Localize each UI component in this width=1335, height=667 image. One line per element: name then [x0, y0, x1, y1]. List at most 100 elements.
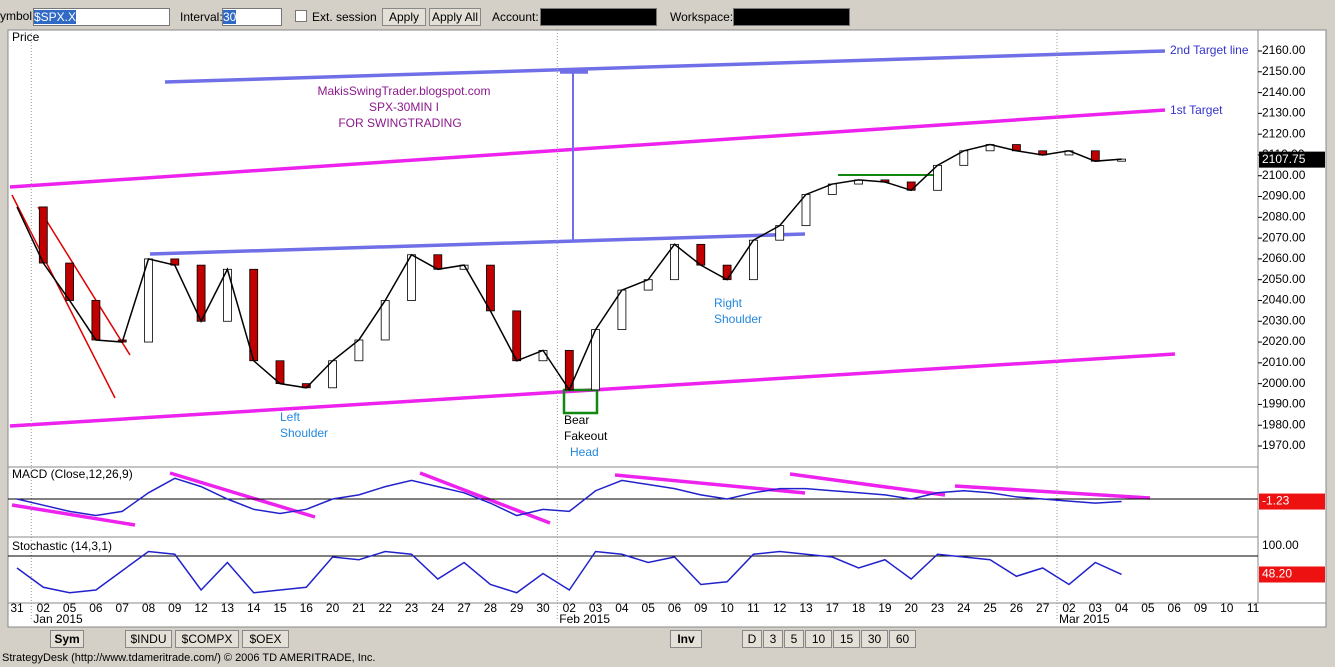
- stoch-line: [16, 550, 1122, 594]
- label: Interval:: [180, 10, 223, 24]
- workspace-input[interactable]: [733, 8, 850, 26]
- tab[interactable]: $INDU: [125, 630, 172, 648]
- annotation: Right: [714, 296, 743, 310]
- tab[interactable]: D: [742, 630, 762, 648]
- candle: [196, 264, 206, 322]
- tab[interactable]: 60: [889, 630, 916, 648]
- x-tick-label: 02: [563, 601, 577, 615]
- annotation: FOR SWINGTRADING: [338, 116, 461, 130]
- date-panel: [7, 602, 1327, 628]
- x-tick-label: 23: [405, 601, 419, 615]
- stoch-marker: [1259, 566, 1325, 583]
- macd-line: [16, 477, 1122, 517]
- x-tick-label: 20: [326, 601, 340, 615]
- x-tick-label: 18: [852, 601, 866, 615]
- interval-input[interactable]: 30: [222, 8, 282, 26]
- annotation: Left: [280, 410, 301, 424]
- x-tick-label: 14: [247, 601, 261, 615]
- x-tick-label: 04: [1115, 601, 1129, 615]
- chart: Price MACD (Close,12,26,9) Stochastic (1…: [7, 29, 1335, 628]
- x-tick-label: 27: [457, 601, 471, 615]
- x-tick-label: 24: [957, 601, 971, 615]
- x-tick-label: 28: [484, 601, 498, 615]
- x-tick-label: 23: [931, 601, 945, 615]
- y-tick-label: 2100.00: [1262, 168, 1306, 182]
- x-tick-label: 10: [1220, 601, 1234, 615]
- x-tick-label: 09: [1194, 601, 1208, 615]
- macd-value: -1.23: [1262, 494, 1290, 508]
- x-tick-label: 05: [642, 601, 656, 615]
- month-label: Jan 2015: [33, 612, 83, 626]
- account-input[interactable]: [540, 8, 657, 26]
- stoch-panel: [7, 536, 1259, 604]
- x-tick-label: 09: [694, 601, 708, 615]
- tab[interactable]: $OEX: [242, 630, 289, 648]
- tab[interactable]: 5: [784, 630, 804, 648]
- tab[interactable]: 10: [805, 630, 832, 648]
- x-tick-label: 02: [1062, 601, 1076, 615]
- interval: 30: [223, 10, 237, 24]
- candle: [670, 243, 679, 281]
- tab[interactable]: 30: [861, 630, 888, 648]
- panel-title: Stochastic (14,3,1): [12, 539, 112, 553]
- y-tick-label: 2080.00: [1262, 209, 1306, 223]
- x-tick-label: 10: [720, 601, 734, 615]
- candle: [801, 194, 811, 227]
- symbol-input[interactable]: $SPX.X: [33, 8, 170, 26]
- button[interactable]: Apply All: [429, 8, 481, 26]
- candle: [91, 300, 101, 341]
- annotation: Shoulder: [280, 426, 328, 440]
- tab[interactable]: Inv: [670, 630, 702, 648]
- tab-bar: Sym $INDU $COMPX $OEX Inv D 3 5 10 15 30…: [0, 628, 1335, 648]
- candle: [933, 164, 942, 191]
- checkbox[interactable]: [295, 10, 307, 22]
- x-tick-label: 06: [668, 601, 682, 615]
- y-tick-label: 1980.00: [1262, 417, 1306, 431]
- button[interactable]: Apply: [382, 8, 426, 26]
- x-tick-label: 20: [905, 601, 919, 615]
- candle: [38, 206, 48, 264]
- x-tick-label: 30: [536, 601, 550, 615]
- x-tick-label: 31: [10, 601, 24, 615]
- x-tick-label: 03: [1089, 601, 1103, 615]
- y-tick-label: 2090.00: [1262, 189, 1306, 203]
- x-tick-label: 06: [89, 601, 103, 615]
- x-tick-label: 15: [273, 601, 287, 615]
- y-tick-label: 2070.00: [1262, 230, 1306, 244]
- label: Account:: [492, 10, 539, 24]
- macd-marker: [1259, 493, 1325, 510]
- x-tick-label: 03: [589, 601, 603, 615]
- scroll-strip: [1327, 30, 1335, 603]
- candle: [407, 254, 416, 301]
- candle: [512, 310, 522, 362]
- candle: [380, 300, 390, 341]
- x-tick-label: 12: [773, 601, 787, 615]
- y-tick-label: 2160.00: [1262, 43, 1306, 57]
- price-marker: [1259, 151, 1325, 168]
- tab[interactable]: Sym: [50, 630, 84, 648]
- month-label: Feb 2015: [559, 612, 610, 626]
- x-tick-label: 21: [352, 601, 366, 615]
- month-label: Mar 2015: [1059, 612, 1110, 626]
- tab[interactable]: 15: [833, 630, 860, 648]
- candle: [617, 289, 627, 330]
- x-tick-label: 07: [116, 601, 130, 615]
- y-tick-label: 2050.00: [1262, 272, 1306, 286]
- macd-panel: [7, 466, 1259, 538]
- x-tick-label: 05: [1141, 601, 1155, 615]
- tab[interactable]: $COMPX: [175, 630, 239, 648]
- y-tick-label: 1990.00: [1262, 397, 1306, 411]
- x-tick-label: 04: [615, 601, 629, 615]
- y-tick-label: 1970.00: [1262, 438, 1306, 452]
- label: ymbol:: [0, 9, 36, 23]
- annotation: 2nd Target line: [1170, 43, 1249, 57]
- y-tick-label: 2140.00: [1262, 85, 1306, 99]
- candle: [591, 329, 600, 391]
- tab[interactable]: 3: [763, 630, 783, 648]
- y-tick-label: 2150.00: [1262, 64, 1306, 78]
- annotation: Fakeout: [564, 429, 608, 443]
- x-tick-label: 27: [1036, 601, 1050, 615]
- y-tick-label: 2130.00: [1262, 106, 1306, 120]
- y-tick-label: 2030.00: [1262, 313, 1306, 327]
